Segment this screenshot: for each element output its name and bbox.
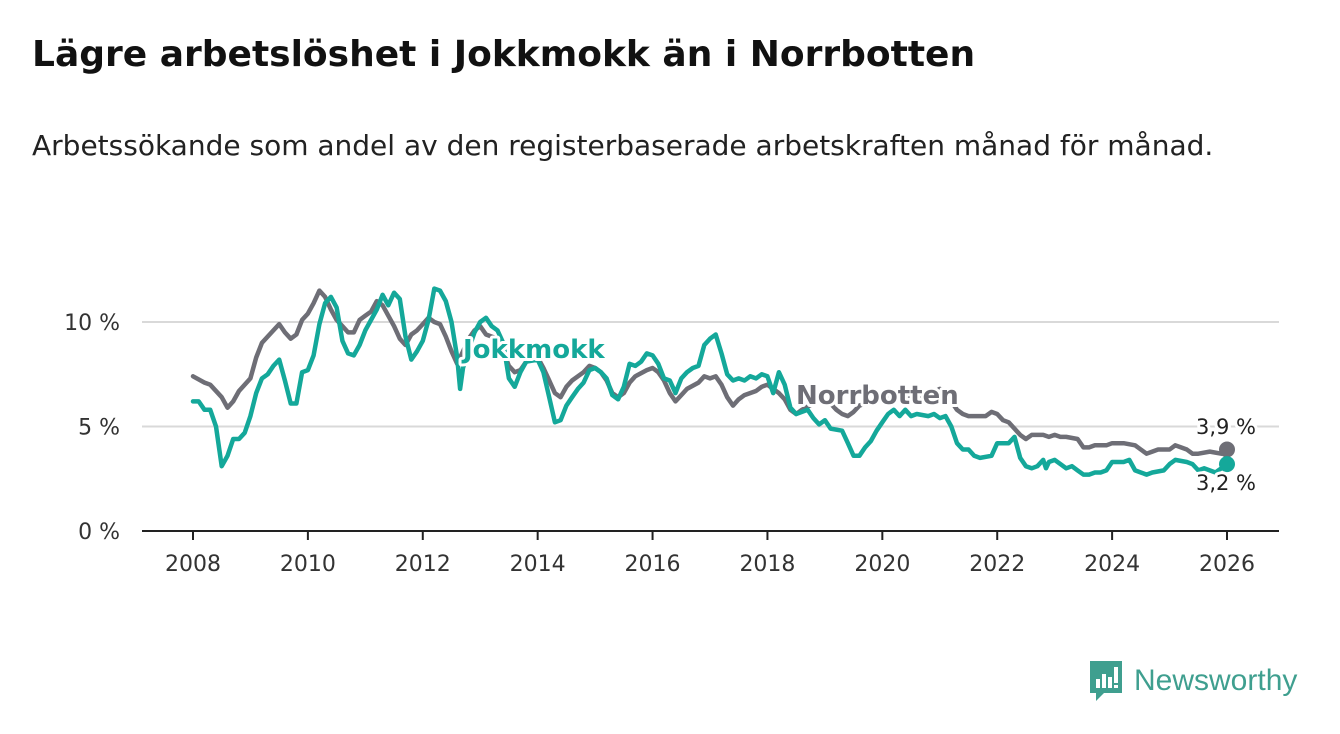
- grid-lines: [142, 321, 1279, 532]
- jokkmokk-series-label-halo: Jokkmokk: [461, 335, 605, 365]
- series-lines: [190, 286, 1235, 477]
- norrbotten-series-line: [190, 288, 1230, 456]
- x-tick-label: 2020: [854, 552, 910, 577]
- x-tick-label: 2016: [625, 552, 681, 577]
- norrbotten-series-label: Norrbotten: [796, 381, 959, 411]
- x-tick-label: 2018: [739, 552, 795, 577]
- jokkmokk-series-label: Jokkmokk: [461, 335, 605, 365]
- jokkmokk-end-value-label: 3,2 %: [1196, 471, 1256, 495]
- newsworthy-logo-icon: [1090, 661, 1122, 701]
- x-tick-label: 2012: [395, 552, 451, 577]
- y-tick-label: 0 %: [78, 520, 120, 545]
- x-tick-label: 2010: [280, 552, 336, 577]
- norrbotten-series-label-halo: Norrbotten: [796, 381, 959, 411]
- norrbotten-end-value-label: 3,9 %: [1196, 415, 1256, 439]
- chart-title: Lägre arbetslöshet i Jokkmokk än i Norrb…: [32, 34, 976, 75]
- x-tick-label: 2022: [969, 552, 1025, 577]
- y-tick-label: 10 %: [64, 311, 120, 336]
- norrbotten-end-value-label-halo: 3,9 %: [1196, 415, 1256, 439]
- series-labels: JokkmokkJokkmokkNorrbottenNorrbotten3,9 …: [458, 332, 1259, 498]
- jokkmokk-series-line: [190, 286, 1230, 477]
- newsworthy-logo-text: Newsworthy: [1134, 664, 1298, 697]
- x-tick-label: 2014: [510, 552, 566, 577]
- y-tick-label: 5 %: [78, 416, 120, 441]
- y-axis-ticks: 0 % 5 % 10 %: [64, 311, 120, 545]
- x-axis-ticks: 2008 2010 2012 2014 2016 2018 2020 2022 2024 2026: [165, 531, 1255, 577]
- chart-subtitle: Arbetssökande som andel av den registerb…: [32, 129, 1214, 162]
- x-tick-label: 2026: [1199, 552, 1255, 577]
- jokkmokk-end-point: [1219, 456, 1235, 473]
- norrbotten-end-point: [1219, 441, 1235, 458]
- jokkmokk-end-value-label-halo: 3,2 %: [1196, 471, 1256, 495]
- newsworthy-logo: Newsworthy: [1088, 659, 1297, 703]
- x-tick-label: 2008: [165, 552, 221, 577]
- x-tick-label: 2024: [1084, 552, 1140, 577]
